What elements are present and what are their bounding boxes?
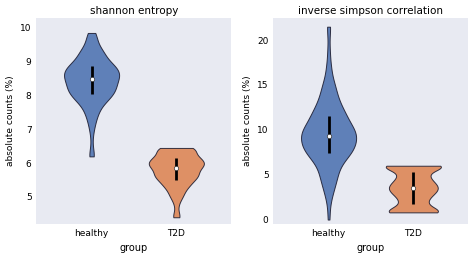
Title: shannon entropy: shannon entropy [90,5,178,16]
Point [173,166,180,170]
Title: inverse simpson correlation: inverse simpson correlation [299,5,444,16]
Point [88,77,95,81]
X-axis label: group: group [357,243,385,254]
Y-axis label: absolute counts (%): absolute counts (%) [6,76,15,166]
X-axis label: group: group [120,243,148,254]
Point [410,186,417,190]
Point [325,133,332,138]
Y-axis label: absolute counts (%): absolute counts (%) [243,76,252,166]
